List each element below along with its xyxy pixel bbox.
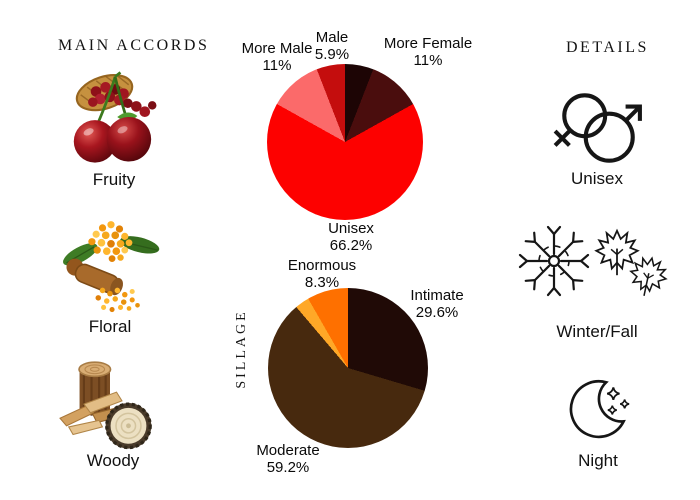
sillage-axis-title: SILLAGE [234, 309, 249, 389]
sillage-label-enormous: Enormous 8.3% [287, 257, 357, 291]
gender-label-male: Male 5.9% [314, 29, 350, 63]
osmanthus-flowers-image [58, 212, 164, 318]
sillage-label-intimate: Intimate 29.6% [410, 287, 464, 321]
gender-label-more-female: More Female 11% [383, 35, 473, 69]
detail-label-night: Night [578, 451, 618, 470]
detail-label-unisex: Unisex [571, 169, 623, 188]
sillage-pie-chart [268, 288, 428, 448]
unisex-gender-icon [551, 84, 645, 170]
wood-logs-image [55, 353, 165, 453]
main-accords-header: MAIN ACCORDS [58, 37, 210, 54]
cherries-image [60, 64, 166, 170]
gender-label-more-male: More Male 11% [241, 40, 313, 74]
snowflake-and-maple-leaves-icon [516, 221, 670, 303]
accord-label-woody: Woody [86, 451, 140, 470]
gender-pie-chart [267, 64, 423, 220]
detail-label-winter-fall: Winter/Fall [556, 322, 638, 341]
sillage-label-moderate: Moderate 59.2% [256, 442, 320, 476]
gender-label-unisex: Unisex 66.2% [328, 220, 374, 254]
accord-label-fruity: Fruity [92, 170, 136, 189]
details-header: DETAILS [566, 39, 649, 56]
crescent-moon-stars-icon [564, 373, 638, 441]
accord-label-floral: Floral [88, 317, 132, 336]
